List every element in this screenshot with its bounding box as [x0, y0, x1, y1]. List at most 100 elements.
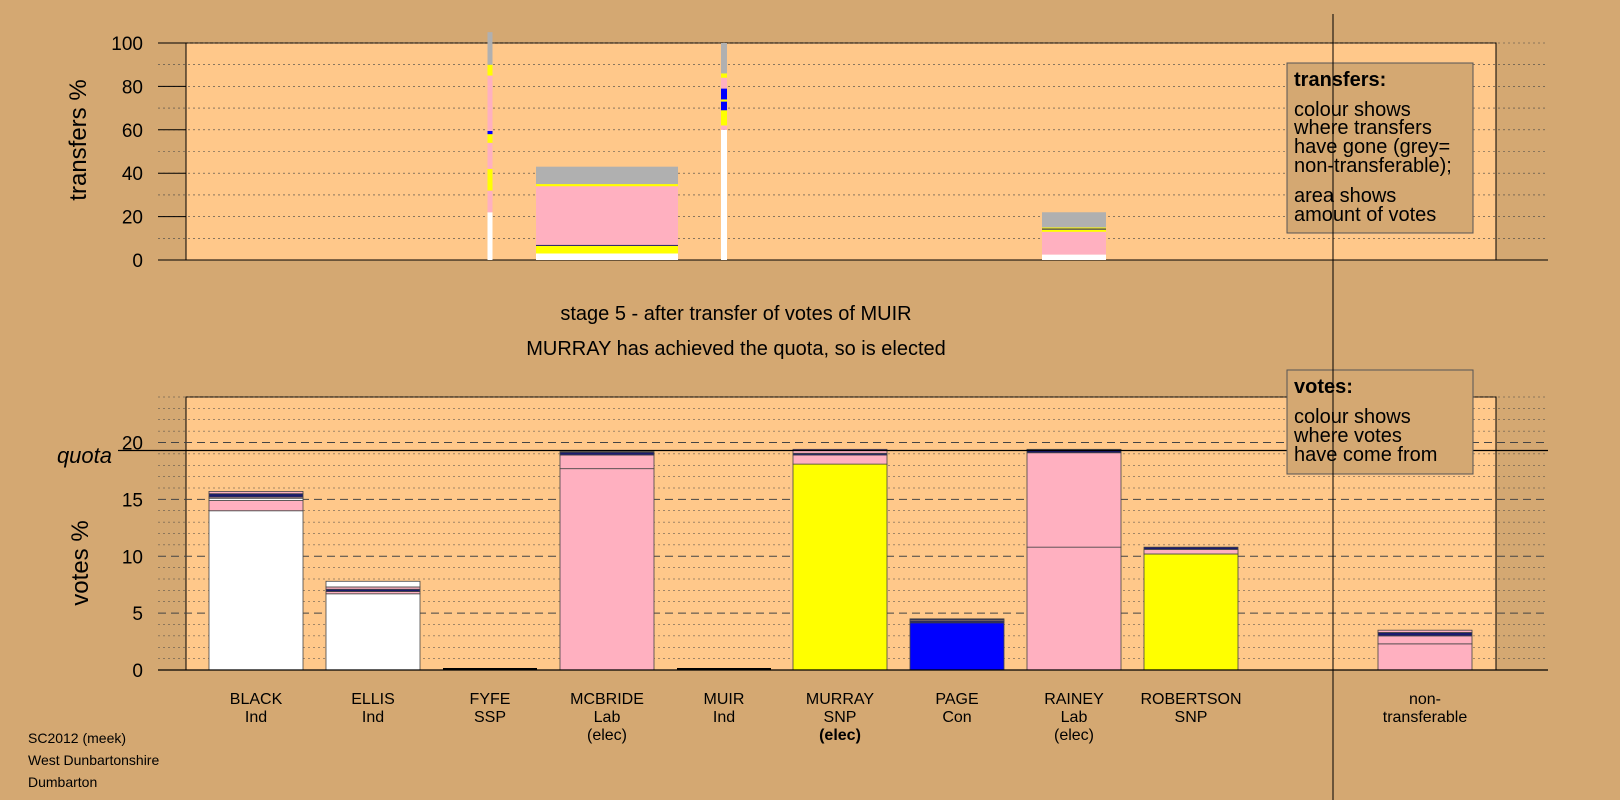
transfer-segment — [1042, 229, 1106, 232]
candidate-name: ELLIS — [351, 691, 395, 708]
footer-line: West Dunbartonshire — [28, 752, 159, 768]
candidate-party: SNP — [824, 709, 857, 726]
transfers-legend-line: non-transferable); — [1294, 155, 1452, 177]
vote-segment — [1377, 635, 1473, 645]
transfer-segment — [536, 244, 678, 246]
transfer-segment — [536, 184, 678, 187]
vote-segment — [325, 593, 421, 671]
transfer-segment — [1042, 254, 1106, 260]
transfer-segment — [1042, 227, 1106, 229]
candidate-status: (elec) — [587, 727, 627, 744]
transfer-segment — [536, 166, 678, 185]
candidate-party: Ind — [362, 709, 384, 726]
transfer-segment — [536, 186, 678, 245]
candidate-name: MURRAY — [806, 691, 874, 708]
vote-segment — [325, 580, 421, 588]
transfers-tick-label: 40 — [122, 164, 143, 185]
votes-legend-line: have come from — [1294, 444, 1437, 466]
vote-segment — [909, 622, 1005, 671]
quota-label: quota — [57, 443, 112, 468]
votes-panel: 0 5 10 15 20 — [118, 396, 1548, 682]
transfer-segment — [487, 190, 493, 213]
candidate-party: Ind — [713, 709, 735, 726]
candidate-party: Lab — [1061, 709, 1088, 726]
vote-segment — [1026, 448, 1122, 451]
stage-title: stage 5 - after transfer of votes of MUI… — [560, 303, 911, 325]
transfers-legend-line: amount of votes — [1294, 204, 1436, 226]
transfers-legend-line: area shows — [1294, 185, 1396, 207]
transfer-segment — [487, 130, 493, 135]
transfers-legend-box — [1286, 62, 1474, 234]
transfer-segment — [721, 99, 727, 102]
transfers-legend-title: transfers: — [1294, 69, 1386, 91]
votes-legend-line: colour shows — [1294, 406, 1411, 428]
candidate-party: SSP — [474, 709, 506, 726]
transfer-segment — [721, 125, 727, 130]
transfer-segment — [1042, 228, 1106, 230]
vote-segment — [208, 491, 304, 495]
transfer-segment — [536, 245, 678, 254]
vote-segment — [909, 618, 1005, 621]
votes-tick-label: 15 — [122, 490, 143, 511]
transfer-segment — [536, 253, 678, 260]
votes-axis-title: votes % — [67, 520, 94, 605]
candidate-party: Con — [942, 709, 971, 726]
transfer-segment — [721, 77, 727, 89]
votes-tick-label: 20 — [122, 434, 143, 455]
transfer-segment — [721, 43, 727, 74]
candidate-name: PAGE — [935, 691, 978, 708]
vote-segment — [792, 454, 888, 465]
candidate-name: MUIR — [704, 691, 745, 708]
candidate-party: transferable — [1383, 709, 1468, 726]
vote-segment — [559, 451, 655, 453]
transfer-segment — [487, 75, 493, 131]
candidate-name: non- — [1409, 691, 1441, 708]
transfer-segment — [487, 32, 493, 65]
candidate-name: ROBERTSON — [1140, 691, 1241, 708]
transfers-legend-line: colour shows — [1294, 99, 1411, 121]
votes-legend: votes: colour shows where votes have com… — [1286, 369, 1474, 475]
vote-segment — [1143, 549, 1239, 555]
votes-legend-box — [1286, 369, 1474, 475]
vote-segment — [1377, 643, 1473, 671]
candidate-status: (elec) — [819, 727, 861, 744]
candidate-party: SNP — [1175, 709, 1208, 726]
candidate-party: Lab — [594, 709, 621, 726]
vote-segment — [1143, 553, 1239, 671]
votes-legend-line: where votes — [1293, 425, 1402, 447]
vote-segment — [792, 463, 888, 671]
transfer-segment — [487, 212, 493, 260]
stage-subtitle: MURRAY has achieved the quota, so is ele… — [526, 338, 946, 360]
vote-segment — [208, 500, 304, 512]
vote-segment — [208, 493, 304, 498]
vote-segment — [559, 468, 655, 671]
votes-tick-label: 10 — [122, 547, 143, 568]
candidate-party: Ind — [245, 709, 267, 726]
transfer-segment — [721, 101, 727, 111]
transfers-tick-label: 80 — [122, 77, 143, 98]
candidate-name: RAINEY — [1044, 691, 1104, 708]
vote-segment — [1377, 632, 1473, 637]
votes-tick-label: 5 — [132, 604, 143, 625]
candidate-name: MCBRIDE — [570, 691, 644, 708]
transfers-tick-label: 100 — [111, 34, 143, 55]
transfer-segment — [721, 110, 727, 126]
vote-segment — [1026, 452, 1122, 548]
votes-legend-title: votes: — [1294, 376, 1353, 398]
transfer-segment — [487, 64, 493, 76]
transfer-segment — [721, 129, 727, 260]
transfer-segment — [487, 134, 493, 143]
transfers-legend-line: where transfers — [1293, 117, 1432, 139]
transfer-segment — [1042, 212, 1106, 228]
transfer-segment — [487, 168, 493, 191]
candidate-labels: BLACKIndELLISIndFYFESSPMCBRIDELab(elec)M… — [230, 691, 1468, 744]
transfers-legend: transfers: colour shows where transfers … — [1286, 62, 1474, 234]
transfers-panel: 0 20 40 60 80 100 — [111, 32, 1548, 272]
vote-segment — [1143, 546, 1239, 550]
votes-tick-label: 0 — [132, 661, 143, 682]
transfer-segment — [487, 142, 493, 169]
transfers-tick-label: 20 — [122, 208, 143, 229]
vote-segment — [1026, 546, 1122, 671]
footer-line: Dumbarton — [28, 774, 97, 790]
